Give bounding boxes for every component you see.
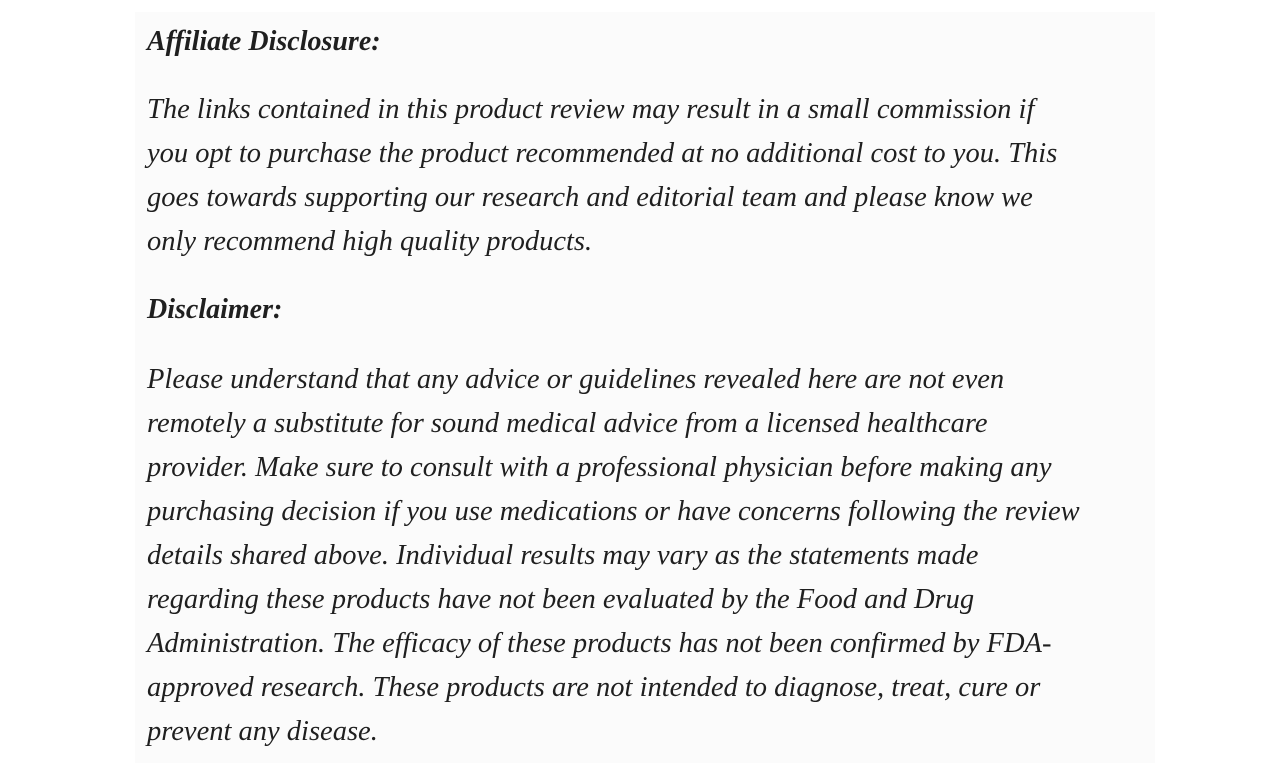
disclosure-container: [135, 12, 1155, 763]
text-line: you opt to purchase the product recommen…: [147, 138, 1058, 169]
text-line: Please understand that any advice or gui…: [147, 364, 1005, 395]
text-line: The links contained in this product revi…: [147, 94, 1035, 125]
text-line: details shared above. Individual results…: [147, 540, 979, 571]
text-line: remotely a substitute for sound medical …: [147, 408, 988, 439]
text-line: Administration. The efficacy of these pr…: [147, 628, 1052, 659]
disclosure-content: Affiliate Disclosure: The links containe…: [147, 20, 1157, 754]
text-line: approved research. These products are no…: [147, 672, 1041, 703]
disclaimer-text: Please understand that any advice or gui…: [147, 358, 1157, 754]
disclaimer-heading: Disclaimer:: [147, 294, 283, 325]
text-line: provider. Make sure to consult with a pr…: [147, 452, 1052, 483]
affiliate-disclosure-heading: Affiliate Disclosure:: [147, 26, 381, 57]
text-line: prevent any disease.: [147, 716, 378, 747]
text-line: purchasing decision if you use medicatio…: [147, 496, 1080, 527]
text-line: only recommend high quality products.: [147, 226, 593, 257]
text-line: goes towards supporting our research and…: [147, 182, 1033, 213]
text-line: regarding these products have not been e…: [147, 584, 975, 615]
affiliate-disclosure-text: The links contained in this product revi…: [147, 88, 1157, 264]
